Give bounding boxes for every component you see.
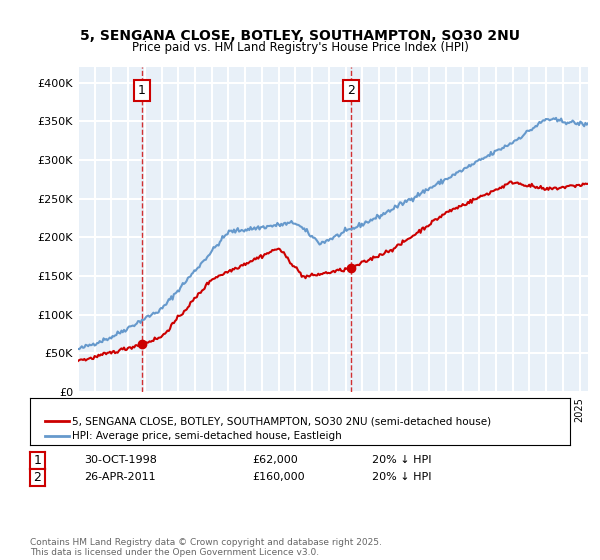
Text: £160,000: £160,000	[252, 472, 305, 482]
Text: 20% ↓ HPI: 20% ↓ HPI	[372, 472, 431, 482]
Text: 30-OCT-1998: 30-OCT-1998	[84, 455, 157, 465]
Text: 26-APR-2011: 26-APR-2011	[84, 472, 155, 482]
Text: 1: 1	[138, 84, 146, 97]
Text: Contains HM Land Registry data © Crown copyright and database right 2025.
This d: Contains HM Land Registry data © Crown c…	[30, 538, 382, 557]
Text: 5, SENGANA CLOSE, BOTLEY, SOUTHAMPTON, SO30 2NU (semi-detached house): 5, SENGANA CLOSE, BOTLEY, SOUTHAMPTON, S…	[72, 416, 491, 426]
Text: 2: 2	[347, 84, 355, 97]
Text: 2: 2	[34, 470, 41, 484]
Text: 1: 1	[34, 454, 41, 467]
Text: £62,000: £62,000	[252, 455, 298, 465]
Text: Price paid vs. HM Land Registry's House Price Index (HPI): Price paid vs. HM Land Registry's House …	[131, 41, 469, 54]
Text: 20% ↓ HPI: 20% ↓ HPI	[372, 455, 431, 465]
Text: 5, SENGANA CLOSE, BOTLEY, SOUTHAMPTON, SO30 2NU: 5, SENGANA CLOSE, BOTLEY, SOUTHAMPTON, S…	[80, 29, 520, 44]
Text: HPI: Average price, semi-detached house, Eastleigh: HPI: Average price, semi-detached house,…	[72, 431, 342, 441]
